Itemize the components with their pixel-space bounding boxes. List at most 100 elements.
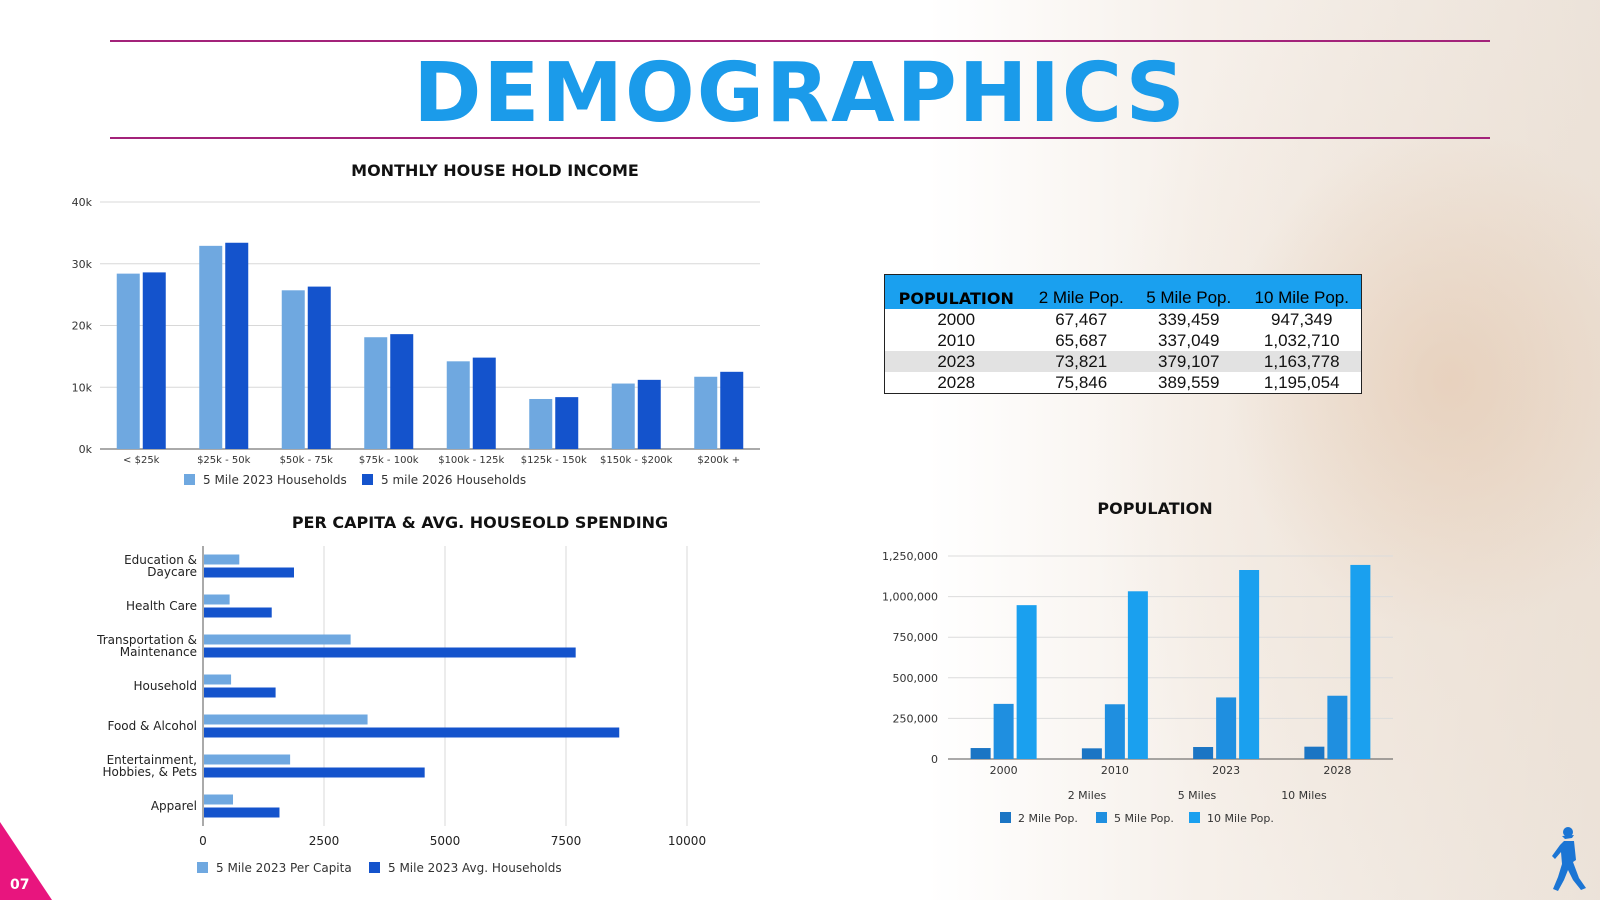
y-category-label: Food & Alcohol xyxy=(107,719,197,733)
x-tick-label: $25k - 50k xyxy=(197,455,251,466)
x-tick-label: 2010 xyxy=(1101,764,1129,777)
bar xyxy=(1327,695,1348,759)
table-cell: 75,846 xyxy=(1055,373,1108,392)
walking-person-icon xyxy=(1552,827,1586,891)
legend-label: 10 Mile Pop. xyxy=(1207,812,1274,825)
table-cell: 2010 xyxy=(937,331,976,350)
bar xyxy=(204,554,240,565)
bar xyxy=(611,383,635,449)
table-cell: 379,107 xyxy=(1134,351,1243,372)
x-tick-label: $75k - 100k xyxy=(359,455,419,466)
bar xyxy=(1193,747,1214,759)
table-header: 5 Mile Pop. xyxy=(1134,274,1243,309)
table-cell: 67,467 xyxy=(1055,310,1108,329)
bar xyxy=(204,794,234,805)
x-tick-label: 5000 xyxy=(430,834,461,848)
secondary-axis-label: 5 Miles xyxy=(1178,789,1217,802)
bottom-rule xyxy=(110,137,1490,139)
y-category-label: Health Care xyxy=(126,599,197,613)
y-tick-label: 20k xyxy=(72,320,93,333)
bar xyxy=(204,714,368,725)
y-category-label: Apparel xyxy=(151,799,197,813)
bar xyxy=(204,727,620,738)
bar xyxy=(142,272,166,449)
table-header: 2 Mile Pop. xyxy=(1027,274,1135,309)
bar xyxy=(204,647,576,658)
bar xyxy=(1104,704,1125,759)
bar xyxy=(472,357,496,449)
x-tick-label: < $25k xyxy=(123,455,160,466)
spending-chart-title: PER CAPITA & AVG. HOUSEOLD SPENDING xyxy=(291,513,669,532)
bar xyxy=(390,334,414,449)
y-category-label: Daycare xyxy=(147,565,197,579)
table-cell: 2023 xyxy=(884,351,1028,372)
secondary-axis-label: 2 Miles xyxy=(1068,789,1107,802)
x-tick-label: $200k + xyxy=(697,455,740,466)
legend-label: 5 mile 2026 Households xyxy=(381,473,526,487)
bar xyxy=(204,634,351,645)
bar xyxy=(446,361,470,449)
y-tick-label: 750,000 xyxy=(893,631,939,644)
table-cell: 389,559 xyxy=(1157,373,1220,392)
bar xyxy=(204,754,291,765)
bar xyxy=(1081,748,1102,759)
table-cell: 73,821 xyxy=(1027,351,1135,372)
secondary-axis-label: 10 Miles xyxy=(1281,789,1327,802)
bar xyxy=(204,767,425,778)
bar xyxy=(204,687,276,698)
bar xyxy=(1350,564,1371,759)
x-tick-label: $150k - $200k xyxy=(600,455,673,466)
bar xyxy=(364,337,388,449)
y-category-label: Entertainment, xyxy=(107,753,197,767)
legend-swatch xyxy=(197,862,208,873)
x-tick-label: 7500 xyxy=(551,834,582,848)
bar xyxy=(720,371,744,449)
bar xyxy=(993,703,1014,759)
bar xyxy=(204,607,272,618)
table-row: 2010 65,687 337,049 1,032,710 xyxy=(885,330,1362,351)
x-tick-label: 2023 xyxy=(1212,764,1240,777)
x-tick-label: 0 xyxy=(199,834,207,848)
y-category-label: Transportation & xyxy=(96,633,197,647)
legend-swatch xyxy=(369,862,380,873)
bar xyxy=(204,674,232,685)
page-title: DEMOGRAPHICS xyxy=(413,46,1187,141)
bar xyxy=(199,245,223,449)
top-rule xyxy=(110,40,1490,42)
x-tick-label: $125k - 150k xyxy=(521,455,587,466)
x-tick-label: $100k - 125k xyxy=(438,455,504,466)
table-cell: 1,163,778 xyxy=(1242,351,1362,372)
legend-label: 5 Mile 2023 Households xyxy=(203,473,347,487)
x-tick-label: 2000 xyxy=(990,764,1018,777)
legend-swatch xyxy=(1189,812,1200,823)
bar xyxy=(1216,697,1237,759)
y-tick-label: 0k xyxy=(79,443,93,456)
legend-label: 5 Mile Pop. xyxy=(1114,812,1174,825)
table-header: POPULATION xyxy=(884,274,1028,309)
table-cell: 339,459 xyxy=(1157,310,1220,329)
bar xyxy=(694,376,718,449)
y-tick-label: 40k xyxy=(72,196,93,209)
y-tick-label: 1,250,000 xyxy=(882,550,938,563)
bar xyxy=(204,567,294,578)
legend-swatch xyxy=(362,474,373,485)
y-category-label: Education & xyxy=(124,553,197,567)
bar xyxy=(1239,570,1260,759)
y-tick-label: 0 xyxy=(931,753,938,766)
legend-label: 5 Mile 2023 Avg. Households xyxy=(388,861,562,875)
x-tick-label: $50k - 75k xyxy=(280,455,334,466)
bar xyxy=(225,242,249,449)
table-cell: 2000 xyxy=(937,310,976,329)
bar xyxy=(116,273,140,449)
bar xyxy=(204,807,280,818)
x-tick-label: 2500 xyxy=(309,834,340,848)
legend-label: 2 Mile Pop. xyxy=(1018,812,1078,825)
bar xyxy=(281,290,305,449)
bar xyxy=(1304,746,1325,759)
page-number: 07 xyxy=(10,877,30,893)
y-category-label: Household xyxy=(133,679,197,693)
y-tick-label: 10k xyxy=(72,381,93,394)
